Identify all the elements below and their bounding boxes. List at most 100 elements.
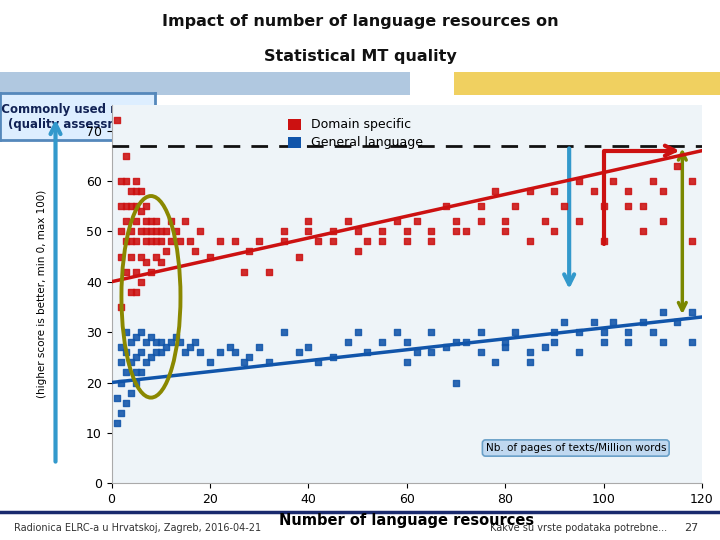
Text: A Commonly used measure
(quality assessment): A Commonly used measure (quality assessm… — [0, 103, 167, 131]
Point — [588, 187, 600, 195]
Point — [121, 177, 132, 185]
Point — [130, 333, 142, 341]
Point — [264, 358, 275, 367]
Point — [111, 418, 122, 427]
Point — [377, 227, 388, 235]
Point — [145, 333, 157, 341]
Point — [204, 252, 216, 261]
Point — [184, 237, 196, 246]
Point — [116, 177, 127, 185]
Point — [686, 338, 698, 347]
Point — [135, 368, 147, 377]
Point — [524, 348, 536, 356]
Point — [342, 338, 354, 347]
Point — [598, 338, 609, 347]
Point — [125, 187, 137, 195]
Point — [121, 267, 132, 276]
Point — [140, 202, 152, 211]
Point — [327, 237, 339, 246]
Point — [239, 267, 251, 276]
Point — [573, 348, 585, 356]
Point — [150, 348, 161, 356]
Point — [194, 227, 206, 235]
Point — [253, 343, 265, 352]
Point — [189, 338, 201, 347]
Point — [121, 202, 132, 211]
Point — [637, 227, 649, 235]
Point — [475, 348, 487, 356]
Point — [140, 237, 152, 246]
Text: Statistical MT quality: Statistical MT quality — [264, 49, 456, 64]
Point — [293, 252, 305, 261]
Point — [401, 338, 413, 347]
Point — [549, 338, 560, 347]
Point — [135, 227, 147, 235]
Point — [165, 338, 176, 347]
Point — [573, 177, 585, 185]
Point — [401, 237, 413, 246]
Point — [401, 358, 413, 367]
Point — [214, 237, 225, 246]
Point — [598, 202, 609, 211]
Point — [130, 287, 142, 296]
Point — [657, 338, 668, 347]
Point — [165, 217, 176, 226]
Point — [361, 237, 373, 246]
Point — [160, 227, 171, 235]
Point — [460, 338, 472, 347]
Point — [549, 227, 560, 235]
Point — [243, 247, 255, 256]
Point — [150, 338, 161, 347]
Point — [539, 343, 550, 352]
Point — [573, 217, 585, 226]
Point — [686, 237, 698, 246]
Point — [160, 247, 171, 256]
Point — [672, 318, 683, 326]
Point — [111, 393, 122, 402]
Point — [145, 353, 157, 362]
Point — [450, 217, 462, 226]
Point — [377, 237, 388, 246]
Point — [509, 202, 521, 211]
Point — [150, 227, 161, 235]
Point — [150, 217, 161, 226]
Point — [125, 358, 137, 367]
Point — [573, 328, 585, 336]
Point — [657, 308, 668, 316]
Point — [121, 328, 132, 336]
Point — [130, 177, 142, 185]
Point — [155, 338, 166, 347]
Point — [135, 187, 147, 195]
Point — [293, 348, 305, 356]
Point — [327, 227, 339, 235]
Point — [426, 328, 437, 336]
Point — [253, 237, 265, 246]
Point — [214, 348, 225, 356]
Point — [155, 237, 166, 246]
Point — [145, 227, 157, 235]
Point — [239, 358, 251, 367]
Point — [179, 348, 191, 356]
Point — [116, 408, 127, 417]
Point — [116, 358, 127, 367]
Point — [637, 318, 649, 326]
Point — [460, 227, 472, 235]
Point — [175, 237, 186, 246]
Point — [264, 267, 275, 276]
Point — [130, 353, 142, 362]
Point — [475, 202, 487, 211]
Point — [160, 343, 171, 352]
Point — [352, 328, 364, 336]
Point — [116, 227, 127, 235]
Point — [130, 217, 142, 226]
Point — [312, 358, 324, 367]
Point — [116, 202, 127, 211]
Point — [539, 217, 550, 226]
Point — [426, 237, 437, 246]
Point — [411, 348, 423, 356]
Point — [155, 227, 166, 235]
Point — [165, 237, 176, 246]
Point — [622, 187, 634, 195]
Point — [524, 187, 536, 195]
Y-axis label: (higher score is better, min 0, max 100): (higher score is better, min 0, max 100) — [37, 190, 47, 399]
